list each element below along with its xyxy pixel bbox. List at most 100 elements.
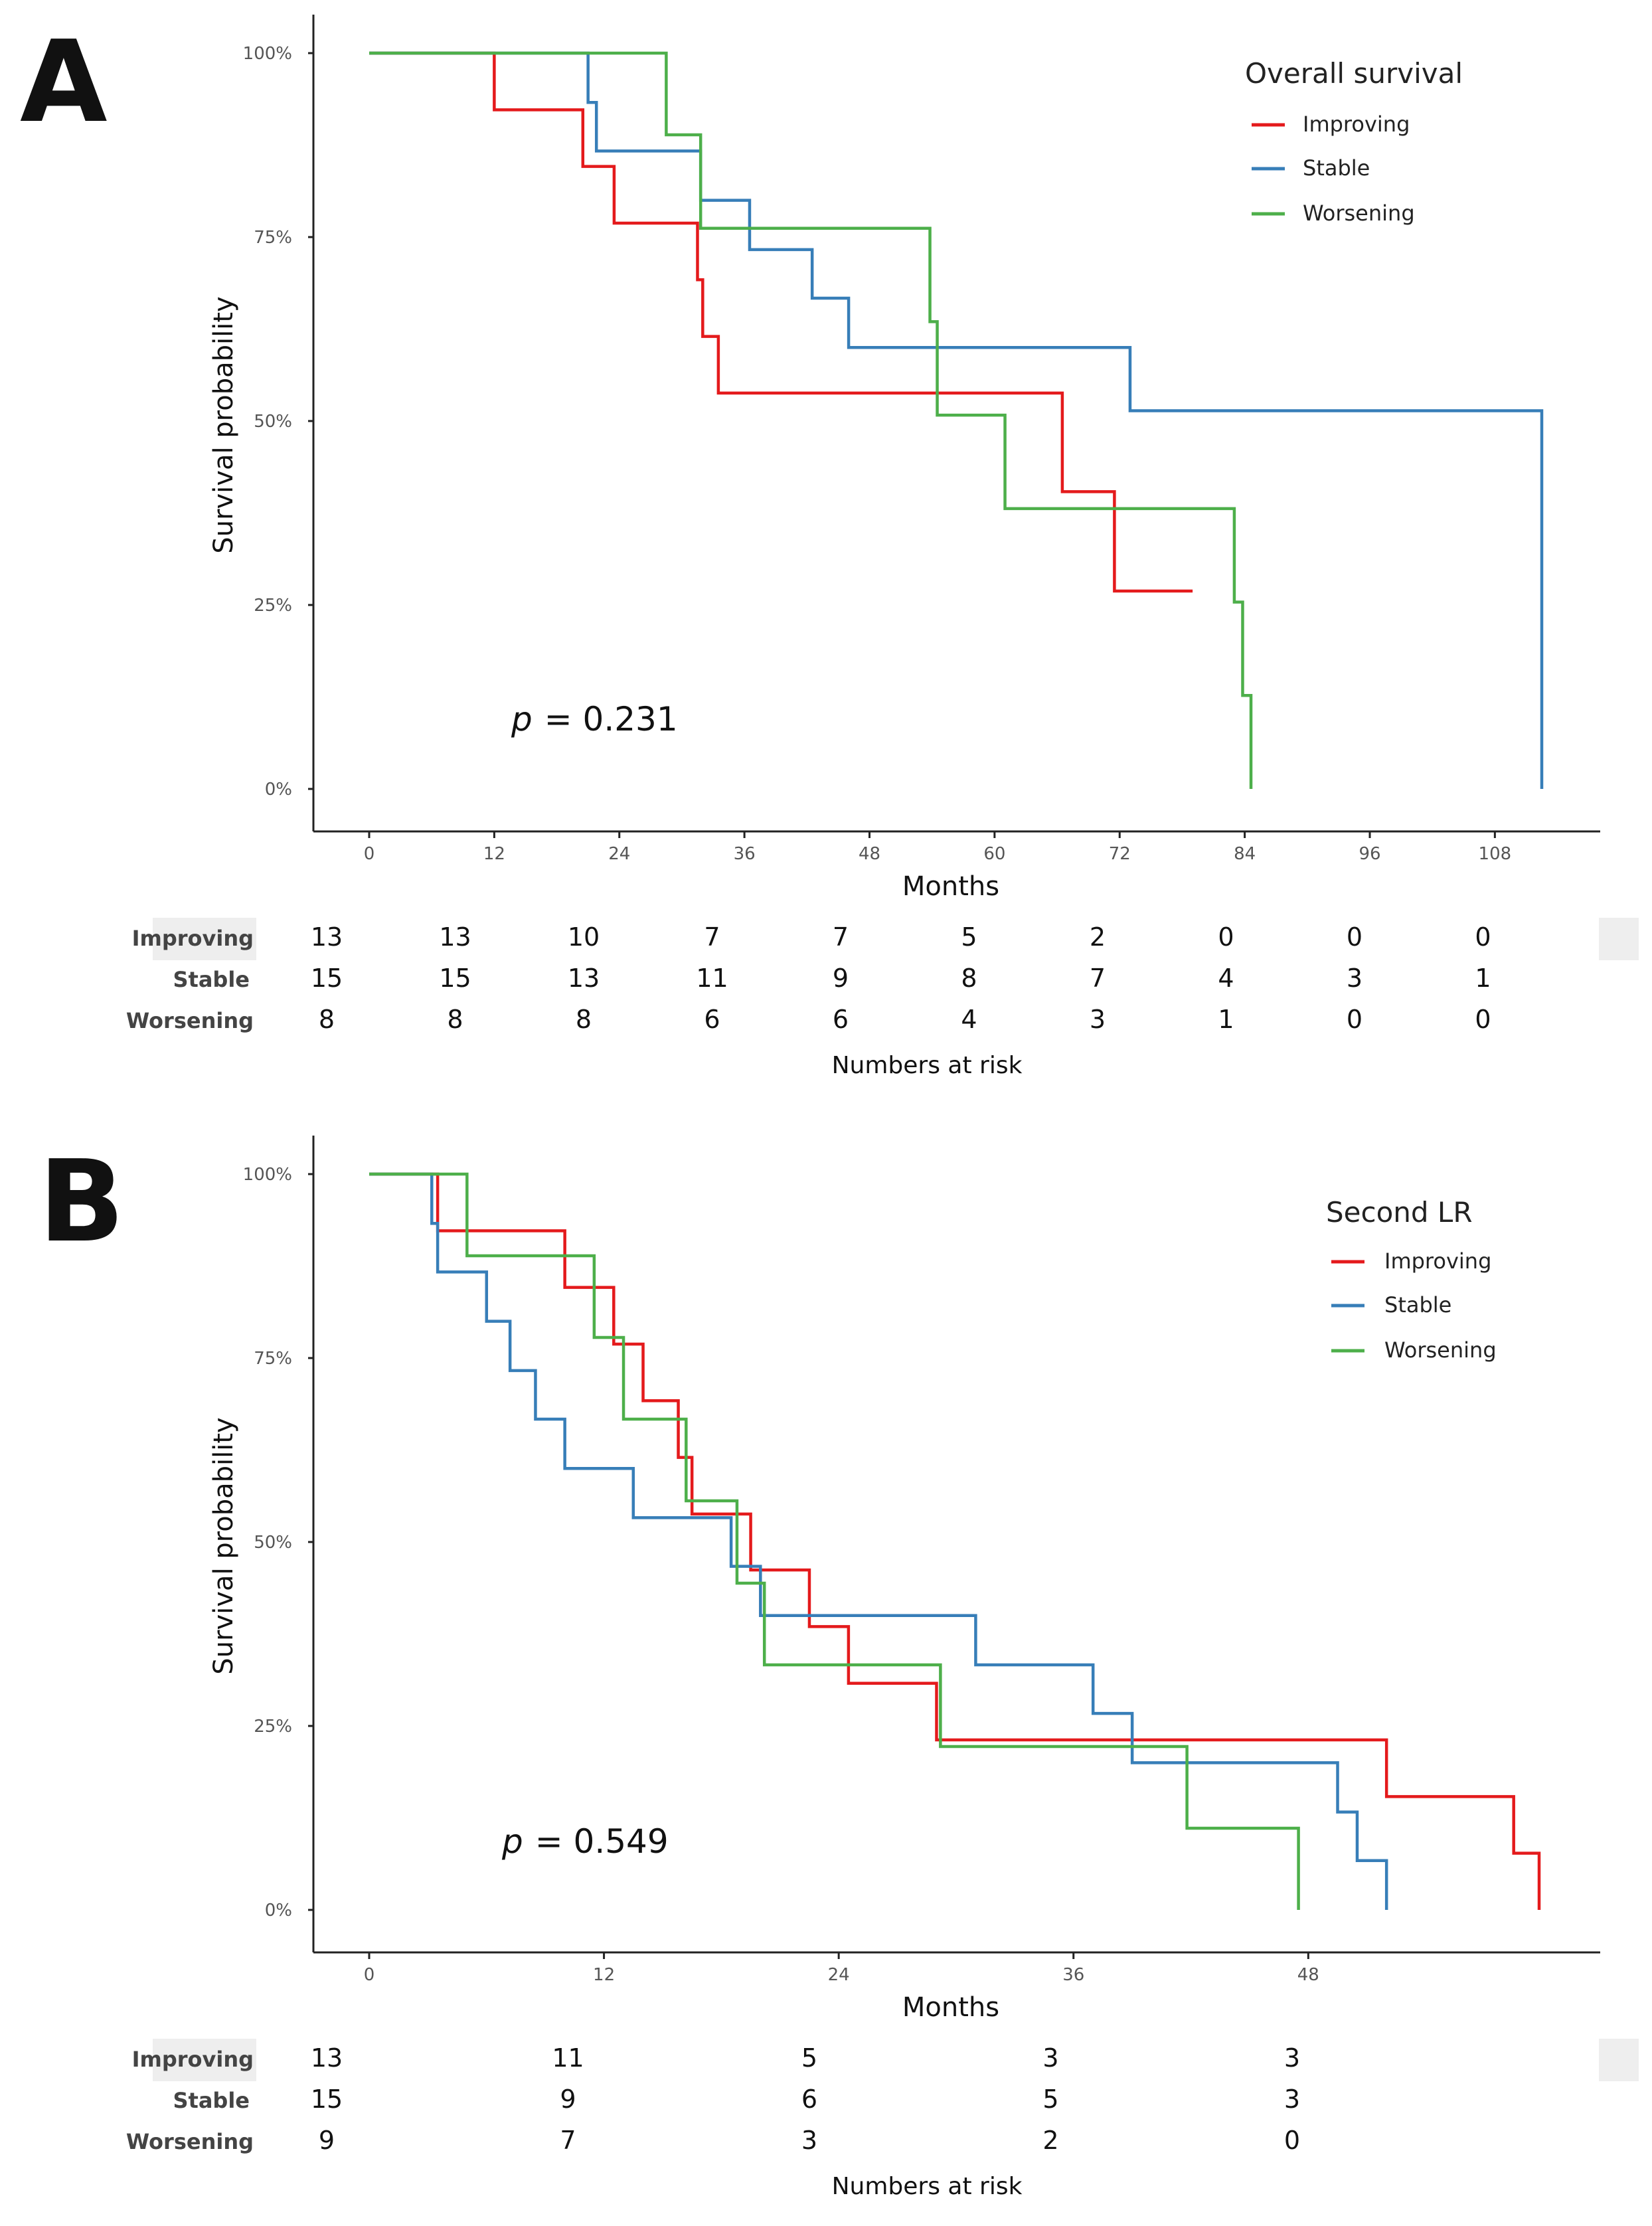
y-tick-label: 75%	[254, 1349, 292, 1369]
y-tick-label: 0%	[265, 1901, 292, 1921]
risk-value-improving: 13	[311, 922, 343, 952]
risk-value-worsening: 8	[576, 1005, 592, 1034]
risk-value-improving: 3	[1284, 2043, 1300, 2073]
risk-value-stable: 9	[560, 2085, 576, 2114]
risk-value-stable: 13	[568, 964, 600, 993]
risk-value-worsening: 8	[319, 1005, 335, 1034]
x-tick-label: 84	[1234, 844, 1256, 864]
risk-value-worsening: 6	[833, 1005, 849, 1034]
x-tick-label: 0	[364, 844, 375, 864]
survival-curve-improving-a	[369, 51, 1193, 593]
risk-value-worsening: 0	[1347, 1005, 1363, 1034]
survival-curve-worsening-b	[369, 1172, 1300, 1910]
panel-b: B Survival probability Months 0% 25% 50% 75…	[39, 1136, 1639, 2200]
risk-value-improving: 5	[961, 922, 977, 952]
risk-value-improving: 3	[1042, 2043, 1058, 2073]
risk-value-improving: 0	[1347, 922, 1363, 952]
survival-curves-b	[369, 1172, 1541, 1910]
risk-value-improving: 13	[439, 922, 471, 952]
p-symbol-b: p	[501, 1822, 523, 1861]
risk-value-worsening: 3	[1090, 1005, 1106, 1034]
risk-value-worsening: 8	[447, 1005, 463, 1034]
risk-right-shade-b	[1599, 2039, 1639, 2081]
x-tick-label: 24	[608, 844, 630, 864]
risk-value-stable: 11	[696, 964, 728, 993]
risk-value-worsening: 6	[704, 1005, 720, 1034]
risk-value-stable: 4	[1218, 964, 1234, 993]
y-tick-label: 75%	[254, 228, 292, 248]
p-value-b: p = 0.549	[501, 1822, 669, 1861]
x-tick-label: 108	[1479, 844, 1512, 864]
y-axis-title-b: Survival probability	[208, 1417, 239, 1674]
x-tick-label: 60	[983, 844, 1005, 864]
risk-value-worsening: 0	[1284, 2126, 1300, 2155]
risk-value-improving: 10	[568, 922, 600, 952]
survival-curve-worsening-a	[369, 51, 1253, 789]
risk-value-stable: 3	[1347, 964, 1363, 993]
legend-a: Overall survival Improving Stable Worsen…	[1245, 57, 1463, 226]
risk-value-stable: 9	[833, 964, 849, 993]
survival-curve-stable-b	[369, 1172, 1388, 1910]
x-tick-label: 0	[364, 1965, 375, 1985]
risk-value-worsening: 4	[961, 1005, 977, 1034]
risk-row-label-worsening-a: Worsening	[126, 1008, 254, 1033]
risk-value-improving: 2	[1090, 922, 1106, 952]
x-ticks-a: 0 12 24 36 48 60 72 84 96 108	[364, 831, 1511, 864]
risk-row-label-worsening-b: Worsening	[126, 2129, 254, 2154]
x-tick-label: 48	[1297, 1965, 1319, 1985]
x-axis-title-a: Months	[902, 871, 999, 902]
risk-table-b: Improving Stable Worsening 13 11 5 3 3 15 9 6 5 3…	[126, 2039, 1639, 2200]
risk-value-stable: 6	[801, 2085, 817, 2114]
y-tick-label: 100%	[243, 44, 292, 64]
risk-value-worsening: 1	[1218, 1005, 1234, 1034]
risk-label-shade-a	[153, 918, 256, 960]
survival-curve-improving-b	[369, 1172, 1541, 1910]
x-tick-label: 48	[859, 844, 880, 864]
risk-value-improving: 13	[311, 2043, 343, 2073]
risk-table-title-b: Numbers at risk	[832, 2173, 1023, 2200]
legend-title-b: Second LR	[1326, 1196, 1473, 1229]
x-tick-label: 12	[483, 844, 505, 864]
panel-a: A Survival probability Months 0%25%50%75…	[20, 15, 1639, 1079]
y-tick-label: 0%	[265, 780, 292, 800]
risk-value-stable: 8	[961, 964, 977, 993]
risk-value-improving: 5	[801, 2043, 817, 2073]
legend-label-improving-b: Improving	[1384, 1248, 1491, 1274]
risk-value-improving: 0	[1218, 922, 1234, 952]
risk-value-stable: 15	[439, 964, 471, 993]
risk-table-title-a: Numbers at risk	[832, 1052, 1023, 1079]
risk-value-worsening: 9	[319, 2126, 335, 2155]
x-tick-label: 36	[1062, 1965, 1084, 1985]
x-tick-label: 12	[593, 1965, 615, 1985]
risk-value-worsening: 0	[1475, 1005, 1491, 1034]
risk-value-stable: 15	[311, 964, 343, 993]
y-tick-label: 50%	[254, 1533, 292, 1553]
x-tick-label: 36	[734, 844, 756, 864]
risk-label-shade-b	[153, 2039, 256, 2081]
x-tick-label: 72	[1109, 844, 1131, 864]
risk-value-worsening: 3	[801, 2126, 817, 2155]
panel-label-a: A	[20, 17, 108, 148]
y-ticks-a: 0% 25% 50% 75% 100%	[243, 44, 313, 800]
p-symbol-a: p	[511, 700, 533, 738]
risk-value-stable: 15	[311, 2085, 343, 2114]
risk-value-stable: 5	[1042, 2085, 1058, 2114]
p-value-text-a: = 0.231	[544, 700, 678, 738]
risk-value-improving: 7	[833, 922, 849, 952]
x-tick-label: 96	[1359, 844, 1380, 864]
y-axis-title-a: Survival probability	[208, 296, 239, 553]
y-tick-label: 50%	[254, 412, 292, 432]
risk-right-shade-a	[1599, 918, 1639, 960]
risk-value-improving: 7	[704, 922, 720, 952]
legend-label-worsening-b: Worsening	[1384, 1337, 1497, 1363]
risk-table-a: Improving Stable Worsening 13 13 10 7 7 5 2 0 0 0…	[126, 918, 1639, 1079]
legend-label-stable-b: Stable	[1384, 1292, 1451, 1318]
risk-values-a: 13 13 10 7 7 5 2 0 0 015 15 13 11 9 8 7 4 3 18 8 8 6 6 4 3 1 0 0	[311, 922, 1491, 1034]
y-tick-label: 25%	[254, 1717, 292, 1737]
x-axis-title-b: Months	[902, 1992, 999, 2023]
risk-row-label-stable-b: Stable	[173, 2088, 250, 2113]
panel-label-b: B	[39, 1136, 125, 1268]
risk-row-label-improving-b: Improving	[132, 2047, 254, 2072]
y-tick-label: 25%	[254, 596, 292, 616]
